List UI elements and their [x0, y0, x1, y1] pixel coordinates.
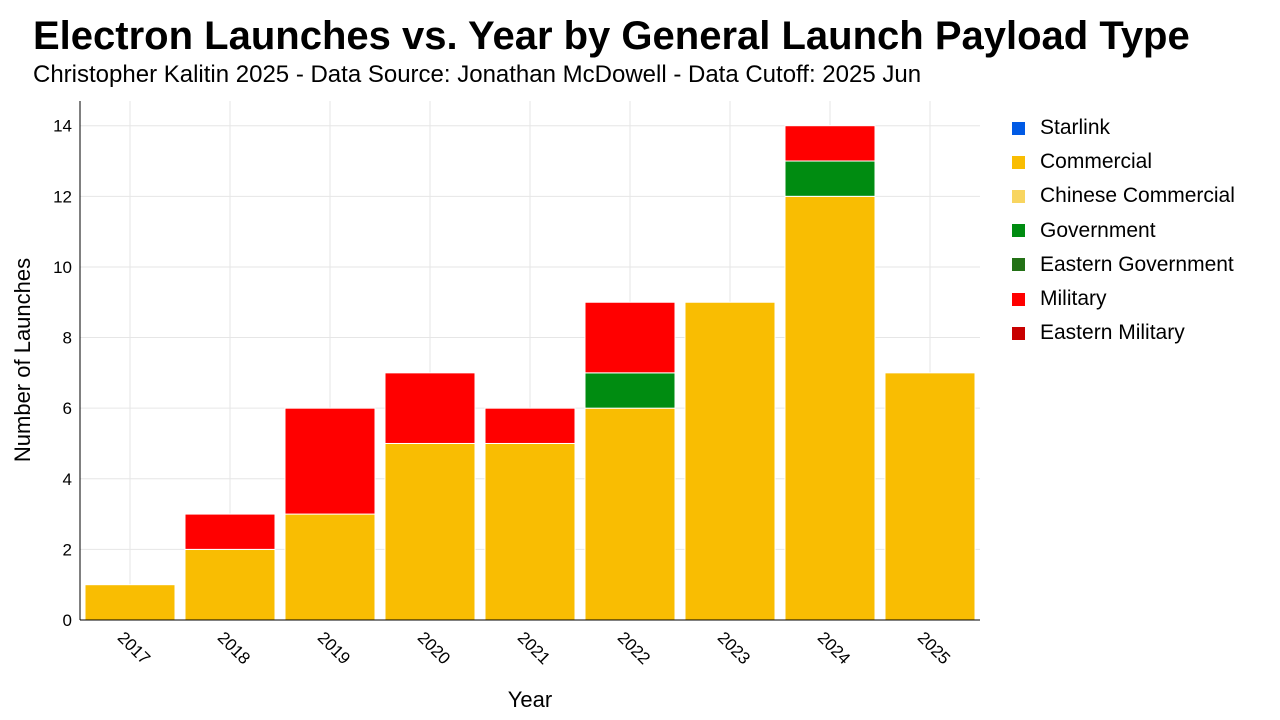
- legend-label: Government: [1040, 218, 1156, 242]
- y-tick-label: 0: [63, 611, 72, 630]
- bar-military-2020: [384, 372, 476, 444]
- legend-swatch: [1012, 292, 1025, 306]
- legend-item: Chinese Commercial: [1012, 179, 1235, 213]
- bar-commercial-2020: [384, 442, 476, 621]
- bar-commercial-2023: [684, 301, 776, 621]
- bar-military-2021: [484, 407, 576, 444]
- chart-title: Electron Launches vs. Year by General La…: [33, 14, 1190, 58]
- bar-commercial-2019: [284, 513, 376, 621]
- x-tick-label: 2022: [614, 628, 654, 668]
- axes: [79, 101, 980, 621]
- y-tick-label: 12: [53, 187, 72, 206]
- legend-item: Commercial: [1012, 145, 1235, 179]
- legend-item: Military: [1012, 282, 1235, 316]
- legend-label: Starlink: [1040, 116, 1111, 140]
- legend-item: Starlink: [1012, 111, 1235, 145]
- y-tick-label: 10: [53, 258, 72, 277]
- bar-military-2019: [284, 407, 376, 515]
- legend-swatch: [1012, 224, 1025, 238]
- legend-item: Eastern Military: [1012, 316, 1235, 350]
- x-tick-label: 2019: [314, 628, 354, 668]
- x-tick-label: 2023: [714, 628, 754, 668]
- bar-commercial-2022: [584, 407, 676, 621]
- legend-swatch: [1012, 258, 1025, 272]
- bar-military-2024: [784, 125, 876, 162]
- bar-commercial-2025: [884, 372, 976, 621]
- legend-label: Military: [1040, 287, 1107, 311]
- x-axis-label: Year: [508, 687, 552, 712]
- legend-label: Eastern Government: [1040, 252, 1234, 276]
- bar-commercial-2021: [484, 442, 576, 621]
- x-tick-label: 2020: [414, 628, 454, 668]
- y-tick-label: 2: [63, 540, 72, 559]
- legend: Starlink Commercial Chinese Commercial Gove…: [1012, 111, 1235, 350]
- legend-item: Eastern Government: [1012, 248, 1235, 282]
- y-tick-label: 4: [63, 470, 72, 489]
- legend-label: Commercial: [1040, 150, 1153, 174]
- bar-government-2022: [584, 372, 676, 409]
- legend-swatch: [1012, 155, 1025, 169]
- legend-item: Government: [1012, 214, 1235, 248]
- legend-label: Chinese Commercial: [1040, 184, 1235, 208]
- legend-swatch: [1012, 189, 1025, 203]
- bar-commercial-2024: [784, 195, 876, 621]
- y-axis-label: Number of Launches: [10, 258, 35, 462]
- legend-swatch: [1012, 121, 1025, 135]
- bar-commercial-2018: [184, 548, 276, 621]
- x-tick-label: 2021: [514, 628, 554, 668]
- chart-subtitle: Christopher Kalitin 2025 - Data Source: …: [33, 61, 922, 88]
- y-tick-label: 8: [63, 329, 72, 348]
- bar-group: [84, 125, 976, 621]
- x-tick-label: 2024: [814, 628, 854, 668]
- bar-military-2022: [584, 301, 676, 374]
- x-tick-label: 2017: [114, 628, 154, 668]
- legend-label: Eastern Military: [1040, 321, 1185, 345]
- legend-swatch: [1012, 326, 1025, 340]
- bar-military-2018: [184, 513, 276, 550]
- x-tick-label: 2018: [214, 628, 254, 668]
- y-tick-label: 14: [53, 117, 72, 136]
- bar-commercial-2017: [84, 584, 176, 621]
- y-tick-label: 6: [63, 399, 72, 418]
- bar-government-2024: [784, 160, 876, 197]
- x-tick-label: 2025: [914, 628, 954, 668]
